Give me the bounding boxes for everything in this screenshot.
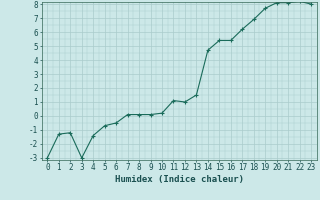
X-axis label: Humidex (Indice chaleur): Humidex (Indice chaleur) bbox=[115, 175, 244, 184]
